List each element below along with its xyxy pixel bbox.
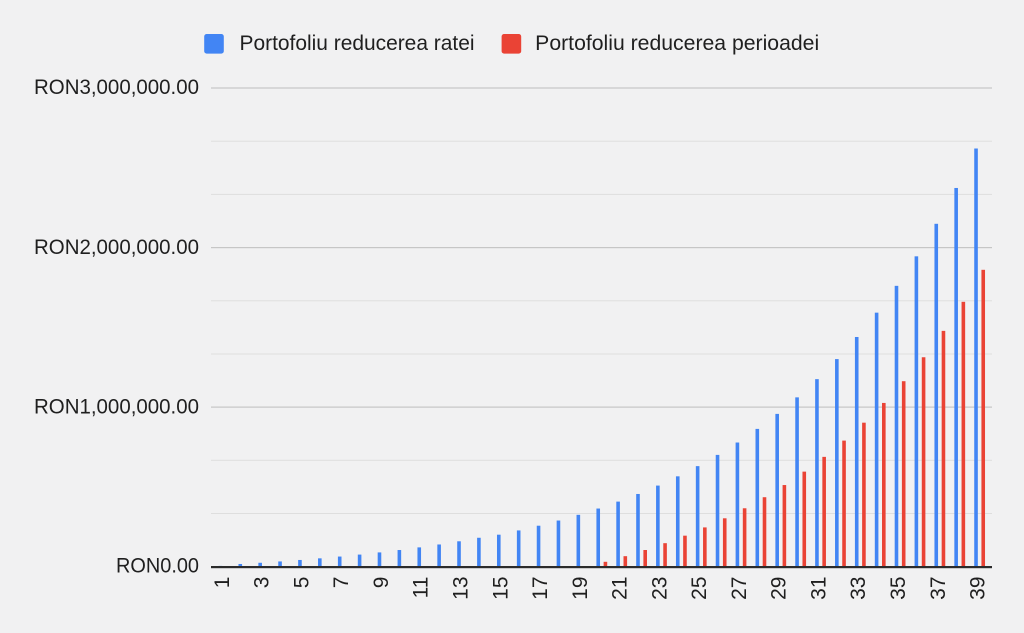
svg-text:RON2,000,000.00: RON2,000,000.00 bbox=[34, 236, 199, 259]
svg-text:15: 15 bbox=[489, 577, 512, 600]
svg-text:33: 33 bbox=[847, 577, 870, 600]
svg-text:35: 35 bbox=[887, 577, 910, 600]
svg-text:3: 3 bbox=[251, 577, 274, 589]
svg-text:23: 23 bbox=[648, 577, 671, 600]
svg-text:Portofoliu reducerea perioadei: Portofoliu reducerea perioadei bbox=[535, 32, 819, 55]
svg-text:RON1,000,000.00: RON1,000,000.00 bbox=[34, 395, 199, 418]
svg-text:13: 13 bbox=[450, 577, 473, 600]
svg-text:25: 25 bbox=[688, 577, 711, 600]
svg-text:7: 7 bbox=[330, 577, 353, 589]
svg-text:5: 5 bbox=[290, 577, 313, 589]
svg-text:27: 27 bbox=[728, 577, 751, 600]
svg-text:11: 11 bbox=[410, 577, 433, 599]
svg-text:21: 21 bbox=[609, 577, 632, 600]
svg-text:19: 19 bbox=[569, 577, 592, 600]
svg-text:Portofoliu reducerea ratei: Portofoliu reducerea ratei bbox=[240, 32, 475, 55]
svg-text:RON3,000,000.00: RON3,000,000.00 bbox=[34, 76, 199, 99]
svg-text:31: 31 bbox=[808, 577, 831, 600]
svg-text:9: 9 bbox=[370, 577, 393, 589]
svg-text:37: 37 bbox=[927, 577, 950, 600]
svg-text:1: 1 bbox=[211, 577, 234, 589]
svg-text:39: 39 bbox=[967, 577, 990, 600]
svg-text:29: 29 bbox=[768, 577, 791, 600]
svg-text:17: 17 bbox=[529, 577, 552, 600]
svg-text:RON0.00: RON0.00 bbox=[116, 554, 199, 577]
